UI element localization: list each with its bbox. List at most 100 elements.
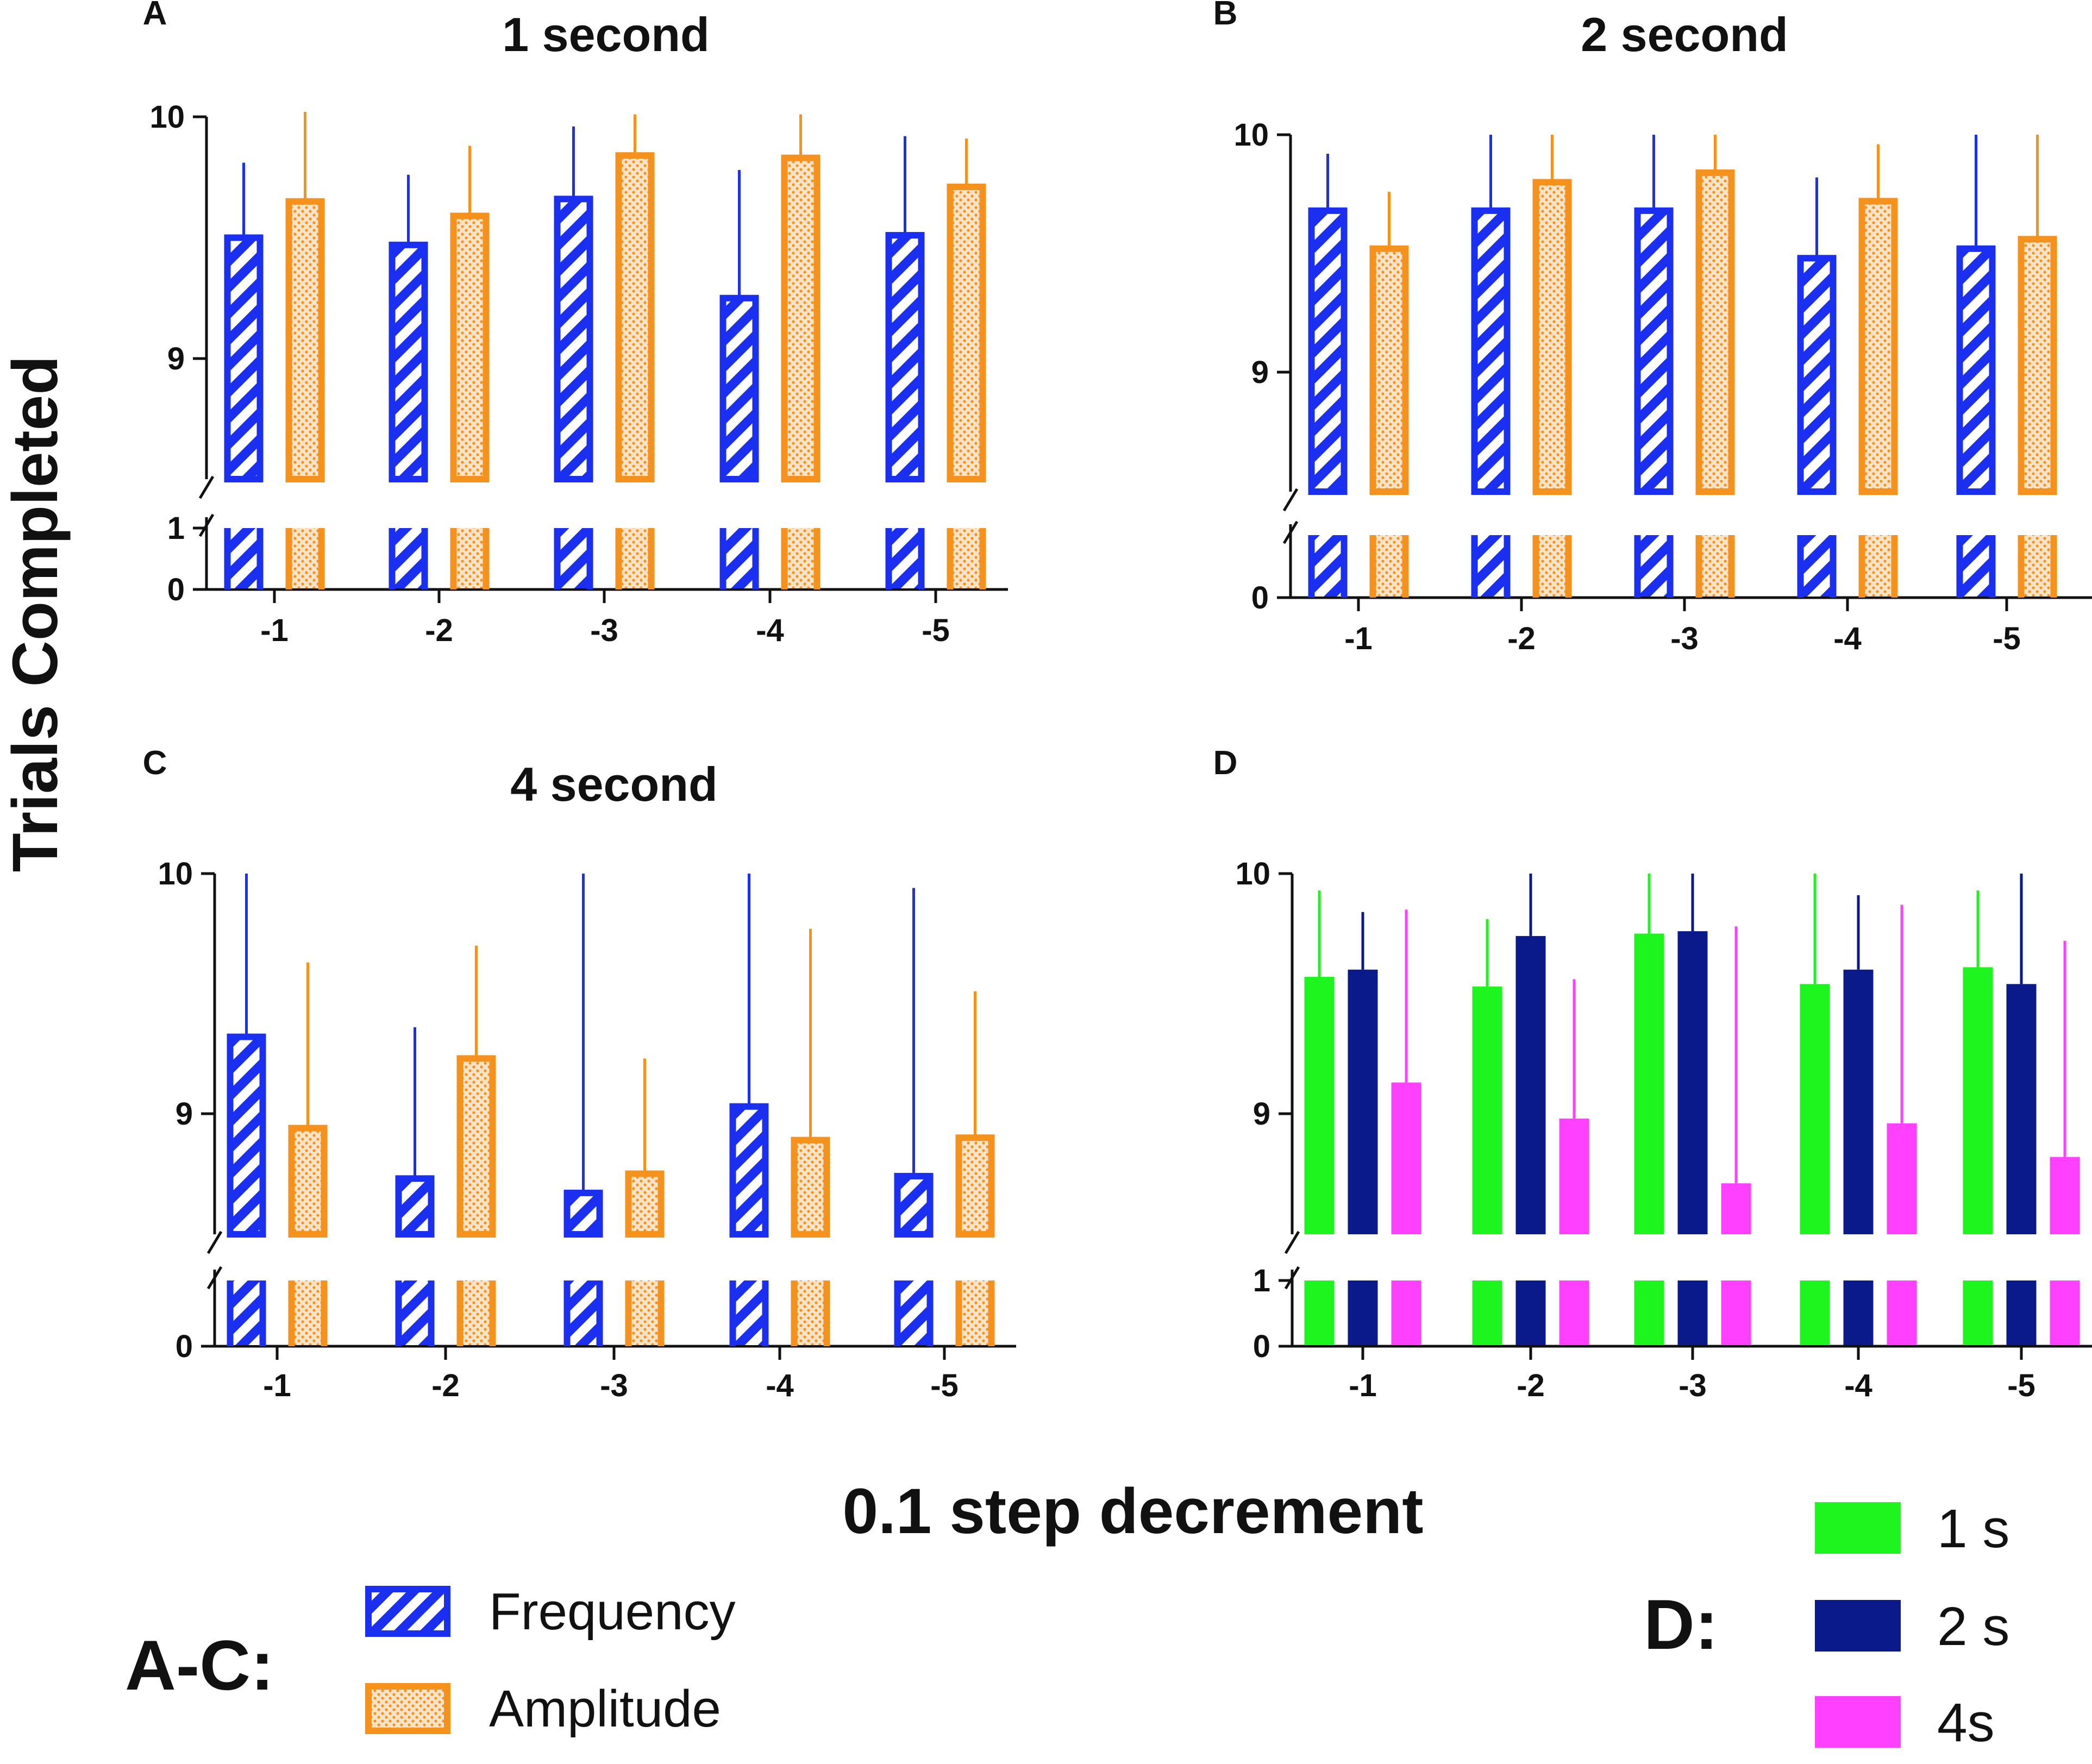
bar-upper: [1695, 169, 1735, 495]
bar-upper: [719, 294, 759, 482]
y-tick-label: 0: [1253, 1329, 1270, 1364]
bar-lower: [557, 528, 590, 588]
bar-upper: [1887, 1123, 1917, 1234]
bar-upper: [1800, 984, 1830, 1234]
bar-lower: [732, 1280, 766, 1345]
chart-title: 1 second: [502, 8, 709, 61]
bar-lower: [567, 1280, 600, 1345]
bar-lower: [291, 1280, 324, 1345]
bar-lower: [1843, 1280, 1874, 1345]
bar-lower: [1472, 1280, 1502, 1345]
y-tick-label: 0: [1251, 580, 1269, 616]
x-tick-label: -1: [263, 1368, 291, 1403]
bar-lower: [1959, 535, 1993, 597]
y-tick-label: 10: [1235, 856, 1270, 892]
bar-upper: [1559, 1118, 1589, 1234]
bar-upper: [1721, 1183, 1751, 1234]
bar-lower: [794, 1280, 827, 1345]
legend-swatch-amplitude: [365, 1683, 450, 1734]
bar-lower: [1474, 535, 1507, 597]
bar-lower: [1800, 1280, 1830, 1345]
bar-lower: [723, 528, 756, 588]
panel-letter: B: [1213, 0, 1238, 32]
axis-break-mark: [206, 1231, 223, 1254]
bar-upper: [224, 234, 264, 482]
x-tick-label: -4: [766, 1368, 794, 1403]
bar-upper: [1472, 986, 1502, 1234]
axis-break-mark: [198, 513, 215, 537]
y-tick-label: 9: [167, 341, 185, 376]
bar-lower: [1536, 535, 1569, 597]
bar-upper: [1391, 1082, 1421, 1234]
bar-lower: [392, 528, 425, 588]
legend-label-4s: 4s: [1937, 1692, 1995, 1753]
legend-swatch-4s: [1815, 1696, 1901, 1748]
x-tick-label: -2: [431, 1368, 460, 1403]
bar-upper: [1348, 969, 1378, 1234]
y-tick-label: 1: [167, 511, 185, 546]
bar-upper: [1963, 967, 1993, 1234]
bar-lower: [453, 528, 486, 588]
bar-lower: [888, 528, 922, 588]
bar-upper: [885, 232, 925, 482]
axis-break-mark: [1282, 488, 1299, 512]
legend-swatch-1s: [1815, 1502, 1901, 1554]
bar-upper: [1532, 179, 1572, 495]
bar-lower: [227, 528, 260, 588]
bar-lower: [398, 1280, 431, 1345]
bar-lower: [897, 1280, 930, 1345]
bar-upper: [395, 1175, 435, 1238]
bar-upper: [781, 154, 820, 482]
bar-upper: [2050, 1157, 2080, 1234]
bar-upper: [1471, 207, 1511, 495]
legend-label-amplitude: Amplitude: [489, 1680, 721, 1738]
x-tick-label: -3: [600, 1368, 628, 1403]
bar-upper: [1515, 936, 1546, 1234]
bar-lower: [1677, 1280, 1708, 1345]
x-tick-label: -3: [1678, 1368, 1707, 1403]
bar-lower: [1634, 1280, 1664, 1345]
legend-ac: A-C: Frequency Amplitude: [125, 1583, 736, 1738]
bar-lower: [1862, 535, 1895, 597]
bar-lower: [2021, 535, 2054, 597]
y-tick-label: 10: [158, 856, 193, 892]
panel-c: C 4 second 9 10 0 -1 -2 -3 -4 -5: [143, 744, 1016, 1403]
y-tick-label: 1: [1253, 1263, 1270, 1298]
bar-upper: [1308, 207, 1348, 495]
bar-lower: [1800, 535, 1833, 597]
legend-d-label: D:: [1644, 1585, 1718, 1664]
bar-lower: [959, 1280, 992, 1345]
bar-lower: [460, 1280, 493, 1345]
bar-upper: [947, 184, 986, 482]
bar-upper: [1677, 931, 1708, 1234]
axis-break-mark: [198, 475, 215, 499]
bar-upper: [2006, 984, 2037, 1234]
x-tick-label: -2: [1517, 1368, 1545, 1403]
bar-upper: [1369, 245, 1409, 495]
bar-lower: [1721, 1280, 1751, 1345]
panel-b: B 2 second 9 10 0 -1 -2 -3 -4 -5: [1213, 0, 2092, 656]
x-tick-label: -1: [1344, 621, 1373, 656]
x-tick-label: -3: [590, 613, 618, 648]
chart-title: 2 second: [1581, 8, 1788, 61]
bar-lower: [1515, 1280, 1546, 1345]
bar-upper: [955, 1134, 995, 1238]
bar-upper: [729, 1103, 769, 1238]
panel-letter: D: [1213, 744, 1238, 782]
bar-lower: [1963, 1280, 1993, 1345]
x-tick-label: -2: [1507, 621, 1536, 656]
axis-break-mark: [1282, 520, 1299, 544]
bar-upper: [1843, 969, 1874, 1234]
x-tick-label: -4: [1833, 621, 1862, 656]
bar-lower: [1699, 535, 1732, 597]
y-tick-label: 9: [1253, 1096, 1270, 1132]
bar-upper: [1304, 977, 1335, 1234]
legend-d: D: 1 s 2 s 4s: [1644, 1498, 2009, 1753]
panel-letter: A: [143, 0, 167, 32]
bar-lower: [2006, 1280, 2037, 1345]
bar-upper: [456, 1055, 496, 1238]
bar-upper: [894, 1172, 934, 1238]
y-tick-label: 0: [176, 1329, 193, 1364]
axis-break-mark: [1284, 1231, 1300, 1254]
x-tick-label: -2: [425, 613, 453, 648]
